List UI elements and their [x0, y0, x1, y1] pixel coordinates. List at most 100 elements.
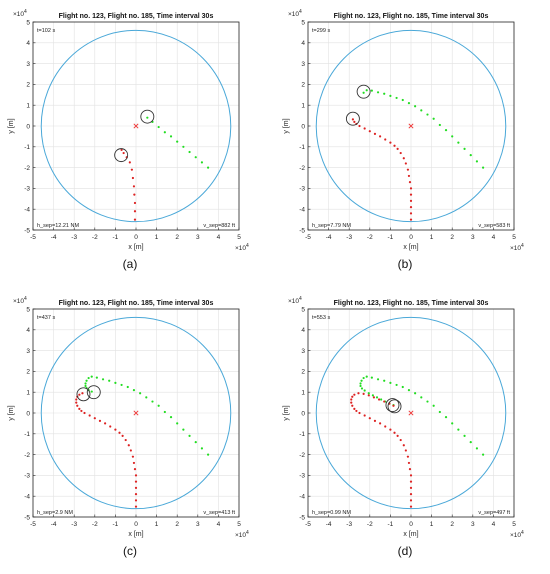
- track-point: [379, 422, 382, 425]
- track-point: [194, 441, 197, 444]
- track-point: [377, 398, 381, 401]
- chart-panel-1: -5 -4 -3 -2 -1 0 1 2 3 4 5-5-4-3-2-1012345×104×104…: [8, 9, 249, 271]
- track-point: [133, 218, 137, 221]
- track-point: [176, 140, 179, 143]
- track-point: [380, 398, 383, 401]
- green-flight-track: [359, 375, 485, 456]
- track-point: [121, 434, 124, 437]
- track-point: [108, 379, 111, 382]
- track-point: [118, 431, 121, 434]
- track-point: [414, 105, 417, 108]
- x-tick-label: 5: [512, 521, 516, 528]
- track-point: [131, 176, 135, 180]
- y-tick-label: -4: [24, 207, 30, 214]
- track-point: [133, 210, 137, 213]
- track-point: [404, 162, 407, 165]
- y-tick-label: 4: [26, 40, 30, 47]
- x-tick-label: 3: [196, 521, 200, 528]
- chart-panel-4: -5 -4 -3 -2 -1 0 1 2 3 4 5-5-4-3-2-1012345×104×104…: [283, 296, 524, 558]
- x-tick-label: 0: [134, 234, 138, 241]
- track-point: [200, 161, 204, 164]
- track-point: [134, 505, 138, 508]
- y-axis-multiplier: ×104: [288, 9, 302, 18]
- track-point: [396, 434, 399, 437]
- track-point: [109, 425, 112, 428]
- center-marker: [408, 410, 414, 416]
- x-tick-label: 1: [155, 521, 159, 528]
- aircraft-position-ring: [86, 385, 101, 400]
- track-point: [409, 480, 413, 483]
- y-tick-label: 0: [26, 410, 30, 417]
- track-point: [367, 394, 370, 397]
- aircraft-position-ring: [114, 148, 129, 163]
- track-point: [129, 449, 132, 452]
- track-point: [409, 474, 413, 477]
- track-point: [463, 147, 466, 150]
- track-point: [401, 98, 404, 102]
- track-point: [169, 416, 173, 419]
- track-point: [402, 157, 405, 160]
- track-point: [363, 127, 366, 130]
- chart-title: Flight no. 123, Flight no. 185, Time int…: [334, 300, 489, 307]
- track-point: [114, 381, 117, 384]
- track-point: [420, 396, 423, 399]
- center-marker: [133, 123, 139, 129]
- track-point: [93, 417, 96, 420]
- track-point: [85, 379, 88, 382]
- track-point: [357, 392, 360, 395]
- track-point: [163, 131, 166, 134]
- x-tick-label: 1: [430, 234, 434, 241]
- track-point: [134, 486, 138, 489]
- track-point: [98, 419, 102, 423]
- y-axis-multiplier: ×104: [288, 296, 302, 305]
- track-point: [132, 389, 136, 392]
- track-point: [351, 118, 355, 121]
- track-point: [133, 193, 136, 196]
- airspace-boundary-circle: [315, 316, 507, 510]
- track-point: [75, 398, 78, 401]
- track-point: [482, 453, 485, 456]
- chart-title: Flight no. 123, Flight no. 185, Time int…: [59, 13, 214, 20]
- vertical-separation-annotation: v_sep=413 ft: [203, 510, 235, 516]
- y-tick-label: -2: [299, 452, 305, 459]
- track-point: [122, 151, 125, 155]
- track-point: [132, 461, 136, 465]
- x-tick-label: 2: [450, 521, 454, 528]
- track-point: [90, 390, 93, 393]
- aircraft-position-ring: [356, 84, 371, 99]
- x-tick-label: -2: [367, 234, 373, 241]
- track-point: [395, 383, 398, 387]
- y-tick-label: 0: [301, 410, 305, 417]
- track-point: [444, 416, 448, 419]
- time-annotation: t=553 s: [312, 315, 330, 321]
- y-tick-label: -1: [24, 144, 30, 151]
- center-marker: [133, 410, 139, 416]
- track-point: [407, 461, 411, 465]
- track-point: [408, 468, 412, 471]
- y-tick-label: -5: [299, 227, 305, 234]
- aircraft-position-ring: [140, 109, 155, 124]
- panels-group: -5 -4 -3 -2 -1 0 1 2 3 4 5-5-4-3-2-1012345×104×104…: [8, 9, 524, 558]
- y-tick-label: 0: [26, 123, 30, 130]
- track-point: [84, 382, 87, 385]
- track-point: [409, 505, 413, 508]
- x-axis-label: x [m]: [403, 531, 418, 538]
- x-tick-label: 2: [175, 234, 179, 241]
- track-point: [389, 428, 392, 431]
- y-tick-label: 1: [301, 103, 305, 110]
- track-point: [409, 486, 413, 489]
- panel-caption: (d): [398, 544, 413, 558]
- x-tick-label: -4: [326, 521, 332, 528]
- track-point: [353, 393, 356, 396]
- y-axis-label: y [m]: [8, 118, 15, 133]
- track-point: [151, 400, 154, 403]
- track-point: [444, 129, 448, 132]
- y-axis-multiplier: ×104: [13, 9, 27, 18]
- track-point: [463, 434, 466, 437]
- x-tick-label: -3: [71, 521, 77, 528]
- track-point: [81, 392, 84, 395]
- track-point: [78, 407, 81, 410]
- x-tick-label: -5: [30, 521, 36, 528]
- airspace-boundary-circle: [40, 316, 232, 510]
